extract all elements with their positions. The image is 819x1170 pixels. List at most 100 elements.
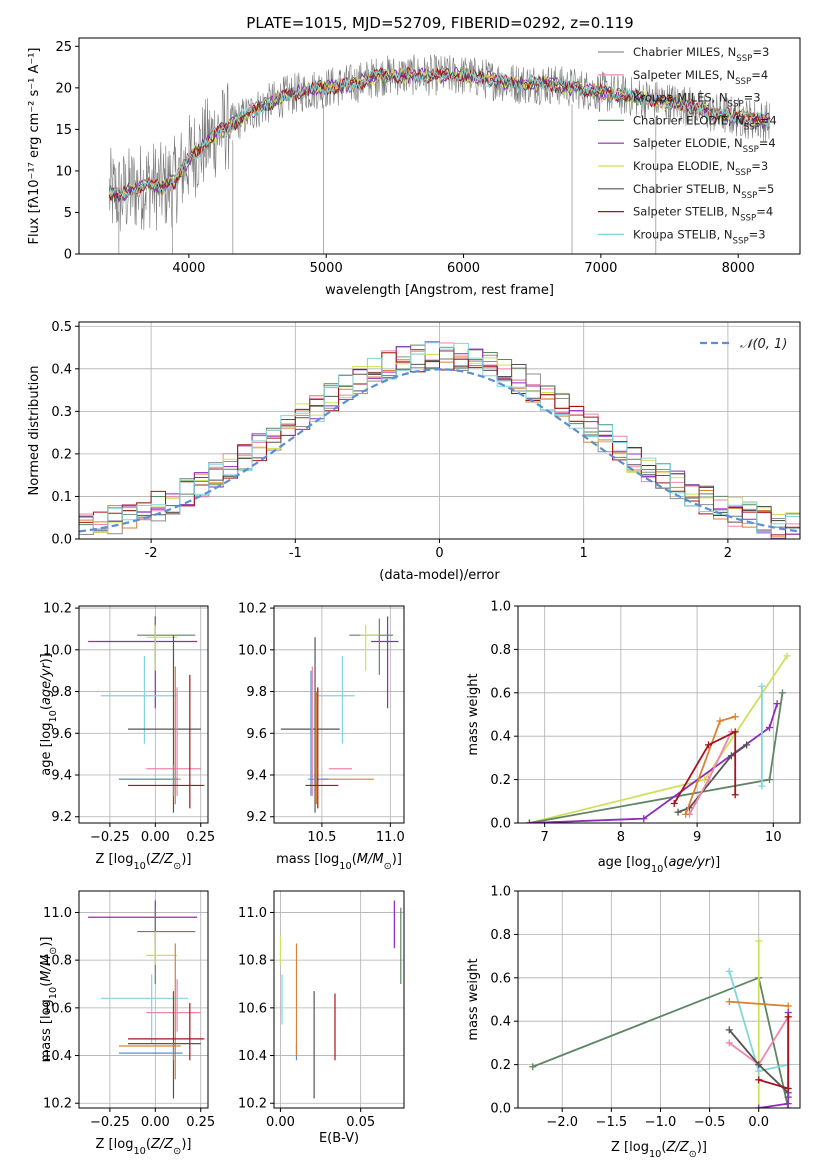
legend-label-part: Salpeter MILES, N: [633, 68, 735, 82]
x-axis-label-part: 10: [133, 861, 145, 872]
plot-area: [88, 616, 205, 813]
x-axis-label: Z [log10(Z/Z⊙)]: [96, 852, 192, 872]
ytick-label: 9.4: [246, 769, 267, 784]
xtick-label: 0.05: [346, 1115, 375, 1130]
legend-label: Kroupa STELIB, NSSP=3: [633, 227, 766, 246]
xtick-label: 10.5: [307, 830, 336, 845]
spectrum-panel: 4000 5000 6000 7000 8000 0 5 10 15 20 25 wavelength…: [27, 37, 801, 298]
x-axis-label-part: mass [log: [276, 852, 339, 867]
legend-label: Kroupa MILES, NSSP=3: [633, 91, 761, 110]
legend-label-part: Salpeter ELODIE, N: [633, 136, 743, 150]
xtick-label: 0.0: [748, 1115, 769, 1130]
legend-label-part: SSP: [733, 236, 749, 246]
y-axis-label-part: M/M: [39, 955, 54, 982]
x-axis-label-part: Z [log: [96, 1137, 134, 1152]
axes-frame: [517, 605, 801, 824]
legend-label-part: Chabrier ELODIE, N: [633, 113, 744, 127]
y-axis-label-part: mass [log: [39, 999, 54, 1062]
x-axis-label: Z [log10(Z/Z⊙)]: [96, 1137, 192, 1157]
legend-label-part: SSP: [740, 214, 756, 224]
ytick-label: 25: [55, 40, 72, 55]
x-axis-label-part: Z/Z: [150, 852, 174, 867]
weight-line-4: [677, 744, 748, 813]
ytick-label: 10.4: [43, 1049, 72, 1064]
x-axis-label: age [log10(age/yr)]: [598, 855, 721, 875]
ytick-label: 0.8: [490, 928, 511, 943]
xtick-label: −1.0: [645, 1115, 677, 1130]
ytick-label: 9.4: [51, 769, 72, 784]
legend-label-part: Kroupa STELIB, N: [633, 227, 733, 241]
plot-area: [79, 341, 800, 539]
weight-line-6: [758, 1012, 790, 1108]
legend-label-part: SSP: [736, 54, 752, 64]
x-axis-label: (data-model)/error: [379, 568, 500, 583]
plot-area: [525, 652, 791, 823]
axes-frame: [273, 890, 405, 1109]
legend-label: Chabrier STELIB, NSSP=5: [633, 182, 774, 201]
y-axis-label: mass weight: [466, 673, 481, 755]
ytick-label: 0.8: [490, 643, 511, 658]
x-axis-label: mass [log10(M/M⊙)]: [276, 852, 402, 872]
xtick-label: 0.00: [141, 830, 170, 845]
x-axis-label-part: (: [352, 852, 357, 867]
plot-area: [280, 616, 399, 813]
ytick-label: 0.3: [51, 405, 72, 420]
legend-label-part: =3: [749, 227, 766, 241]
ytick-label: 0.2: [490, 1058, 511, 1073]
x-axis-label-part: age/yr: [668, 855, 711, 870]
x-axis-label-part: 10: [649, 1149, 661, 1160]
y-axis-label-part: (: [39, 982, 54, 987]
xtick-label: 5000: [310, 261, 343, 276]
legend-label-part: =4: [759, 136, 776, 150]
xtick-label: 1: [580, 546, 588, 561]
x-axis-label-part: 10: [339, 861, 351, 872]
legend-label-part: =3: [752, 45, 769, 59]
model-spectrum-6: [108, 67, 771, 204]
ytick-label: 1.0: [490, 885, 511, 900]
histogram-step-8: [79, 342, 800, 534]
legend-label-part: =3: [744, 91, 761, 105]
ytick-label: 15: [55, 123, 72, 138]
x-axis-label-part: (: [663, 855, 668, 870]
xtick-label: 0.00: [141, 1115, 170, 1130]
x-axis-label-part: (: [146, 1137, 151, 1152]
x-axis-label-part: M/M: [357, 852, 384, 867]
y-axis-label: Normed distribution: [27, 366, 42, 496]
legend-label-part: Kroupa ELODIE, N: [633, 159, 735, 173]
legend-label-part: SSP: [744, 122, 760, 132]
x-axis-label-part: Z [log: [611, 1140, 649, 1155]
y-axis-label: Flux [fλ10⁻¹⁷ erg cm⁻² s⁻¹ A⁻¹]: [27, 48, 42, 245]
ytick-label: 0.4: [51, 362, 72, 377]
y-axis-label-part: )]: [39, 653, 54, 663]
ytick-label: 10.6: [238, 1001, 267, 1016]
y-axis-label-part: 10: [48, 987, 59, 999]
ytick-label: 11.0: [238, 906, 267, 921]
plot-area: [88, 900, 205, 1099]
massweight-vs-metallicity-panel: −2.0 −1.5 −1.0 −0.5 0.0 0.0 0.2 0.4 0.6 0.8 1.0 Z […: [466, 885, 801, 1160]
x-axis-label-part: )]: [392, 852, 402, 867]
y-axis-label-part: age [log: [39, 723, 54, 776]
xtick-label: −0.5: [694, 1115, 726, 1130]
x-axis-label-part: 10: [651, 864, 663, 875]
x-axis-label-part: Z/Z: [150, 1137, 174, 1152]
ytick-label: 10.6: [43, 1001, 72, 1016]
legend-label-part: SSP: [735, 77, 751, 87]
xtick-label: 8000: [722, 261, 755, 276]
ytick-label: 10.0: [43, 643, 72, 658]
ytick-label: 0.6: [490, 971, 511, 986]
x-axis-label-part: )]: [181, 852, 191, 867]
x-axis-label-part: Z [log: [96, 852, 134, 867]
x-axis-label-part: )]: [181, 1137, 191, 1152]
legend-label-part: Chabrier MILES, N: [633, 45, 736, 59]
x-axis-label-part: Z/Z: [665, 1140, 689, 1155]
axes-frame: [517, 890, 801, 1109]
ytick-label: 0.2: [490, 773, 511, 788]
x-axis-label: Z [log10(Z/Z⊙)]: [611, 1140, 707, 1160]
axes-frame: [273, 605, 405, 824]
ytick-label: 0.6: [490, 686, 511, 701]
xtick-label: 9: [693, 830, 701, 845]
y-axis-label-part: )]: [39, 937, 54, 947]
ytick-label: 10.2: [43, 1097, 72, 1112]
ytick-label: 9.6: [51, 727, 72, 742]
